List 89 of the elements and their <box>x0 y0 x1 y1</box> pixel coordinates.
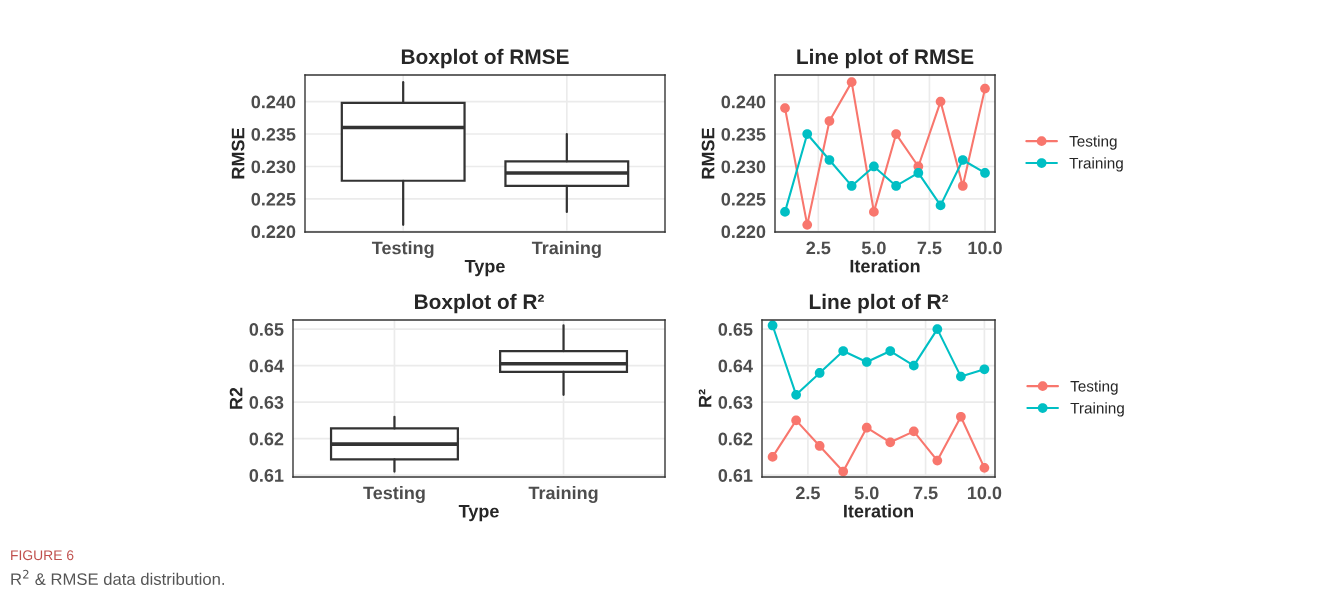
point <box>957 181 968 191</box>
point <box>891 181 901 191</box>
point <box>838 346 849 356</box>
x-tick-label: 7.5 <box>917 241 942 255</box>
y-tick-label: 0.225 <box>721 192 766 206</box>
chart-title: Line plot of RMSE <box>797 48 974 69</box>
point <box>861 422 872 433</box>
point <box>956 411 966 422</box>
point <box>932 455 943 466</box>
point <box>824 155 835 165</box>
point <box>885 437 896 448</box>
point <box>935 200 946 211</box>
point <box>869 161 879 172</box>
y-tick-label: 0.65 <box>718 323 753 336</box>
y-axis-title: RMSE <box>231 128 245 179</box>
point <box>814 368 825 378</box>
point <box>885 346 896 356</box>
point <box>956 371 966 382</box>
y-axis-title: R² <box>698 389 712 407</box>
y-tick-label: 0.63 <box>718 396 753 409</box>
x-tick-label: 10.0 <box>968 241 1002 255</box>
point <box>891 129 901 139</box>
y-tick-label: 0.65 <box>249 323 284 336</box>
point <box>846 77 857 87</box>
point <box>913 168 924 178</box>
point <box>838 466 849 477</box>
x-tick-label: 10.0 <box>967 486 1002 500</box>
x-tick-label: 5.0 <box>854 486 879 500</box>
text: R$^{2}$ & RMSE data distribution. <box>11 569 225 586</box>
y-tick-label: 0.63 <box>249 396 284 409</box>
point <box>767 452 778 462</box>
point <box>979 364 990 375</box>
point <box>802 220 813 230</box>
y-tick-label: 0.62 <box>249 432 284 446</box>
point <box>802 129 813 139</box>
point <box>814 441 825 451</box>
point <box>932 324 943 334</box>
y-tick-label: 0.240 <box>721 95 766 109</box>
point <box>791 389 801 400</box>
legend-label: Training <box>1069 157 1123 172</box>
y-tick-label: 0.64 <box>718 359 753 373</box>
point <box>980 83 990 94</box>
x-axis-title: Iteration <box>844 504 913 518</box>
x-tick-label: Testing <box>371 241 434 258</box>
y-tick-label: 0.235 <box>251 127 296 141</box>
y-tick-label: 0.220 <box>251 225 296 239</box>
y-axis-title: R2 <box>229 387 243 409</box>
chart-title: Line plot of R² <box>809 293 949 314</box>
legend-label: Training <box>1070 402 1124 417</box>
point <box>791 415 801 426</box>
y-tick-label: 0.64 <box>249 359 284 373</box>
point <box>767 320 778 331</box>
chart-title: Boxplot of R² <box>415 293 544 314</box>
x-tick-label: 7.5 <box>913 486 938 500</box>
point <box>824 116 835 126</box>
point <box>935 96 946 107</box>
y-tick-label: 0.61 <box>249 469 284 482</box>
point <box>861 357 872 367</box>
point <box>869 207 879 217</box>
caption: FIGURE 6 <box>11 550 74 561</box>
chart-title: Boxplot of RMSE <box>401 48 569 69</box>
y-tick-label: 0.235 <box>721 127 766 141</box>
legend-label: Testing <box>1069 135 1117 150</box>
y-tick-label: 0.220 <box>721 225 766 239</box>
x-tick-label: Training <box>528 486 598 503</box>
y-tick-label: 0.62 <box>718 432 753 446</box>
x-axis-title: Type <box>458 504 499 522</box>
legend-label: Testing <box>1070 380 1118 395</box>
y-axis-title: RMSE <box>701 128 715 179</box>
point <box>980 168 990 178</box>
point <box>780 103 790 113</box>
point <box>979 463 990 473</box>
x-axis-title: Type <box>464 259 505 277</box>
x-tick-label: 2.5 <box>795 486 820 500</box>
point <box>908 426 919 437</box>
y-tick-label: 0.230 <box>251 160 296 174</box>
y-tick-label: 0.230 <box>721 160 766 174</box>
x-tick-label: 5.0 <box>861 241 886 255</box>
x-axis-title: Iteration <box>850 259 920 273</box>
point <box>957 155 968 165</box>
point <box>780 207 790 217</box>
y-tick-label: 0.61 <box>718 469 753 482</box>
y-tick-label: 0.240 <box>251 95 296 109</box>
point <box>846 181 857 191</box>
point <box>908 360 919 371</box>
x-tick-label: 2.5 <box>806 241 831 255</box>
x-tick-label: Training <box>531 241 601 258</box>
x-tick-label: Testing <box>363 486 425 503</box>
y-tick-label: 0.225 <box>251 192 296 206</box>
